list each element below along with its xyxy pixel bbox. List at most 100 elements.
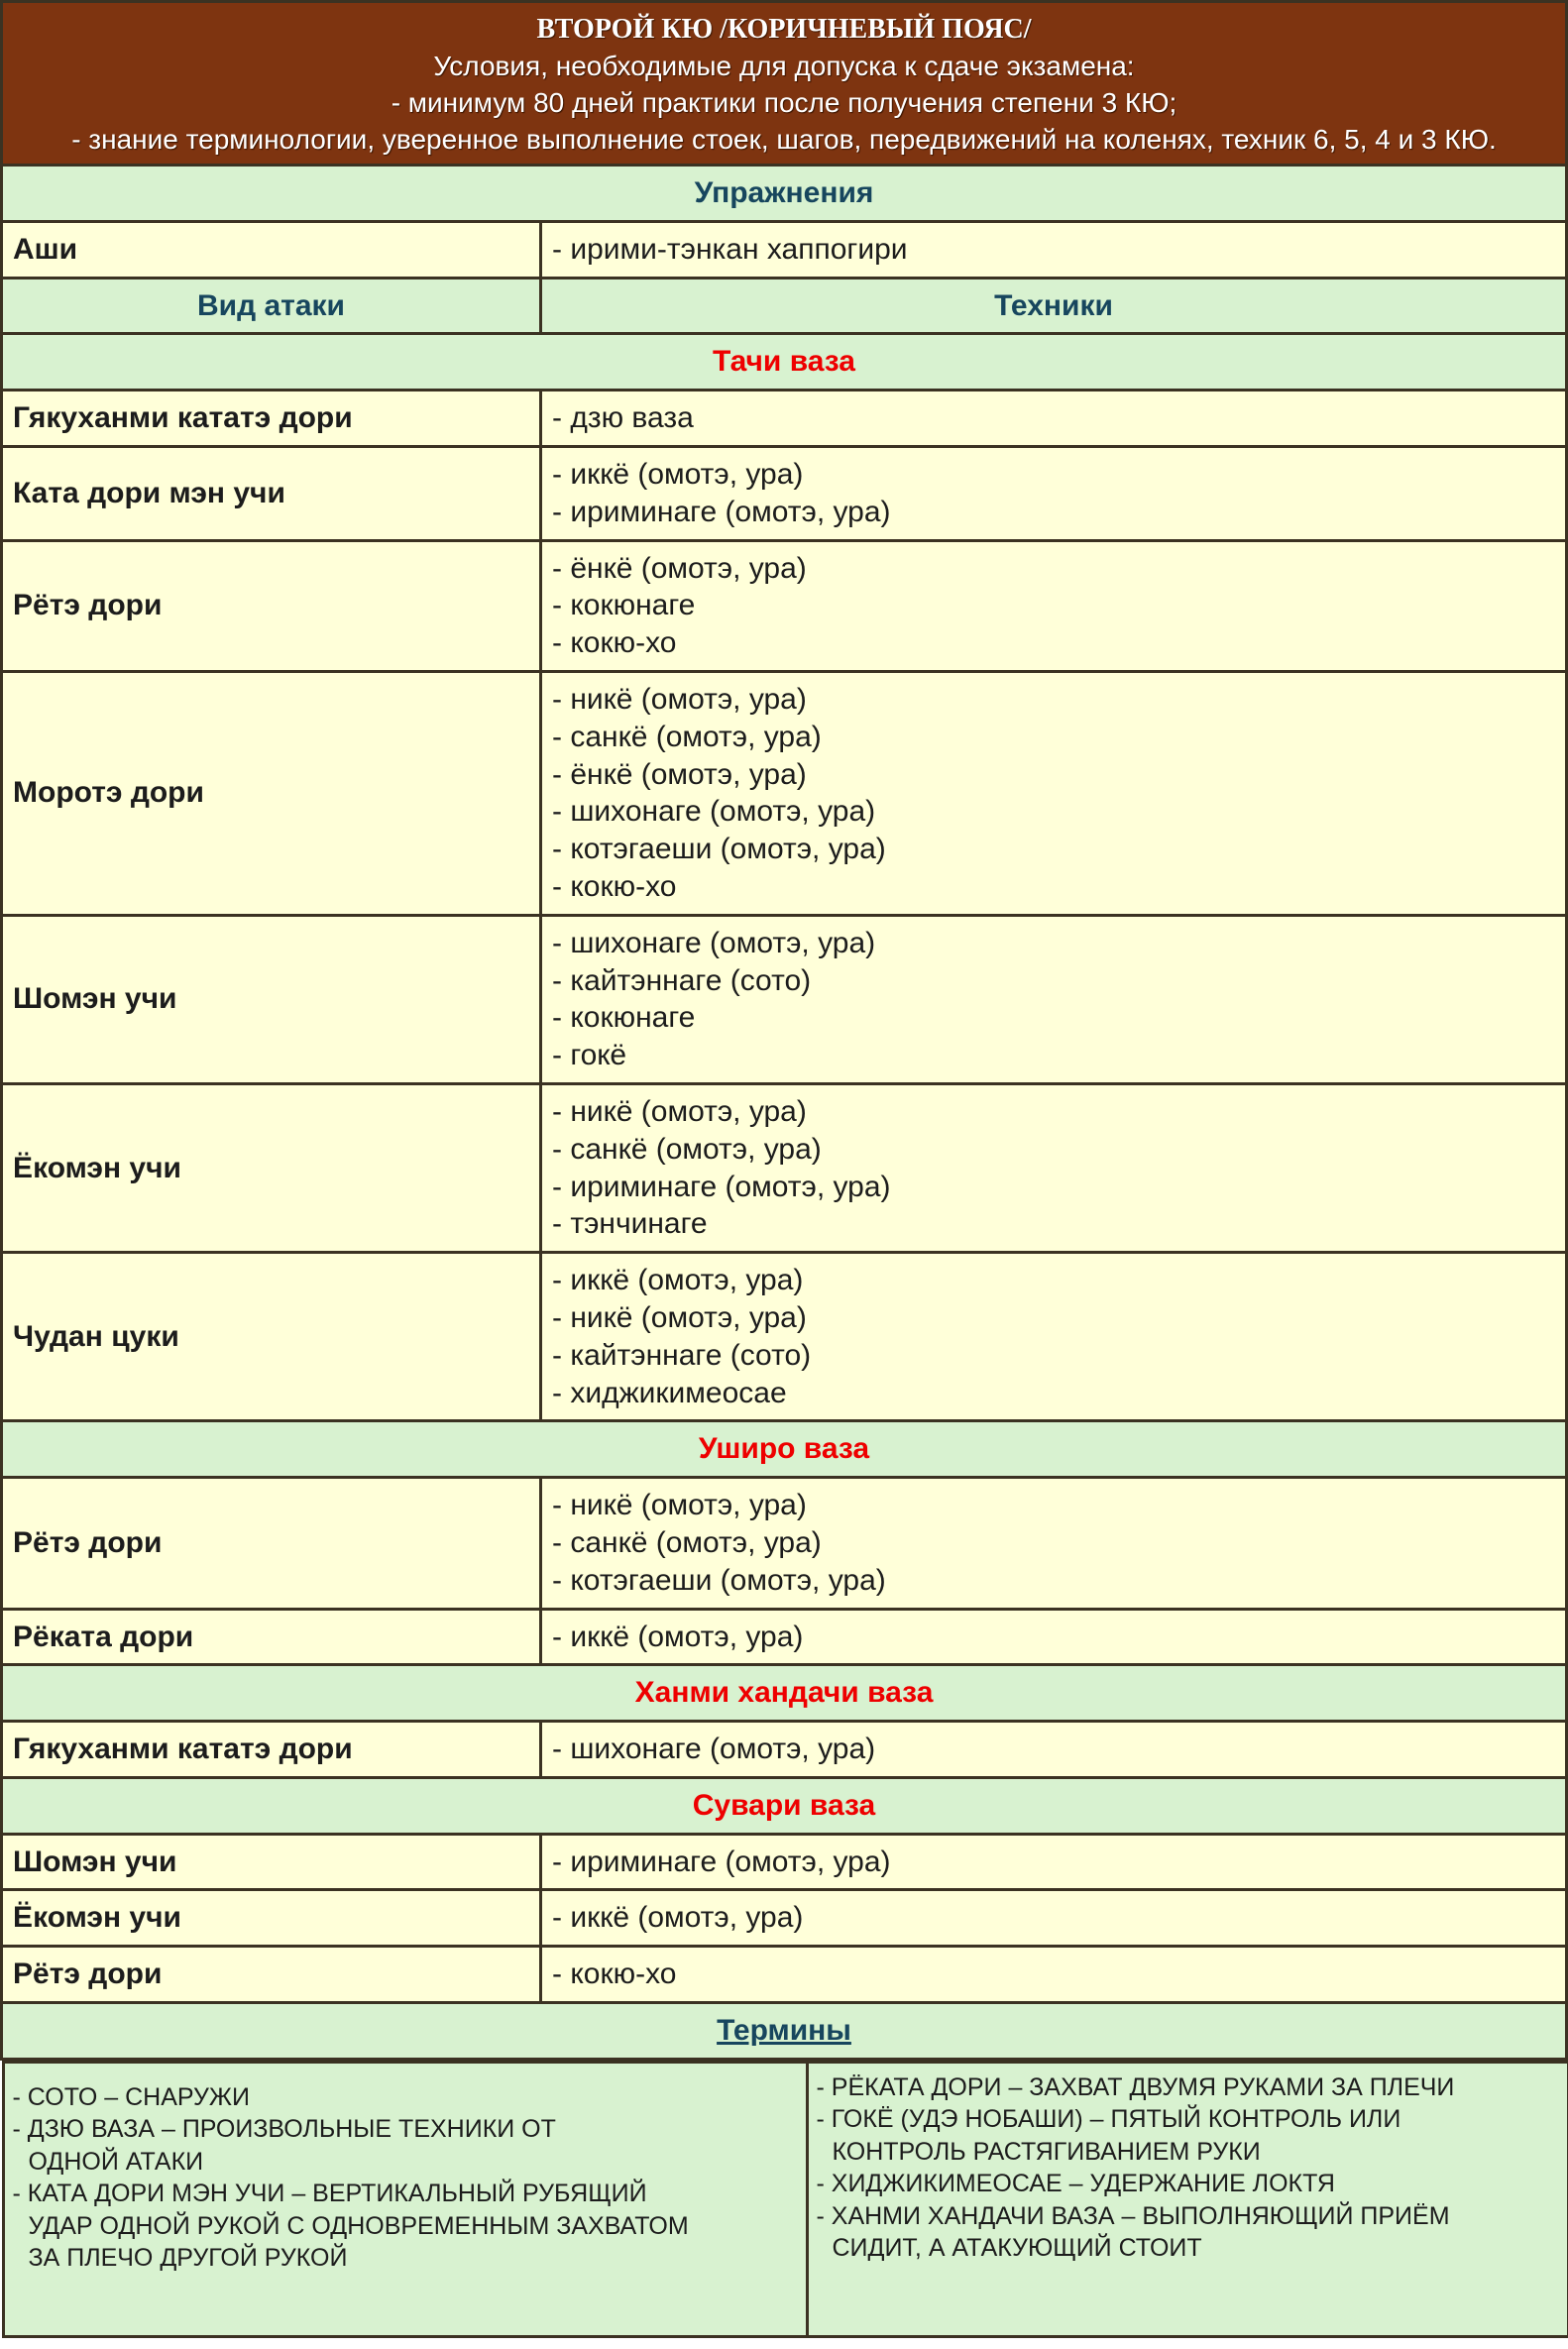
technique-list: - ириминаге (омотэ, ура) (539, 1832, 1568, 1892)
technique-list: - никё (омотэ, ура) - санкё (омотэ, ура) -… (539, 1476, 1568, 1611)
technique-item: - кокю-хо (552, 869, 677, 903)
technique-item: - ириминаге (омотэ, ура) (552, 495, 891, 528)
terms-left-column: - СОТО – СНАРУЖИ - ДЗЮ ВАЗА – ПРОИЗВОЛЬНЫ… (1, 2060, 809, 2338)
term-entry-continuation: СИДИТ, А АТАКУЮЩИЙ СТОИТ (832, 2234, 1202, 2263)
technique-item: - котэгаеши (омотэ, ура) (552, 1563, 886, 1597)
term-entry-continuation: УДАР ОДНОЙ РУКОЙ С ОДНОВРЕМЕННЫМ ЗАХВАТО… (28, 2211, 689, 2240)
terms-right-column: - РЁКАТА ДОРИ – ЗАХВАТ ДВУМЯ РУКАМИ ЗА П… (805, 2060, 1568, 2338)
section-heading-row: Уширо ваза (0, 1419, 1568, 1480)
exercise-value: - ирими-тэнкан хаппогири (539, 219, 1568, 280)
exercise-row: Аши - ирими-тэнкан хаппогири (0, 219, 1568, 280)
technique-row: Шомэн учи - ириминаге (омотэ, ура) (0, 1832, 1568, 1892)
attack-label: Шомэн учи (0, 913, 542, 1085)
attack-label: Чудан цуки (0, 1251, 542, 1423)
technique-list: - шихонаге (омотэ, ура) - кайтэннаге (сот… (539, 913, 1568, 1085)
attack-label: Шомэн учи (0, 1832, 542, 1892)
technique-item: - иккё (омотэ, ура) (552, 1264, 804, 1297)
technique-item: - иккё (омотэ, ура) (552, 1901, 804, 1935)
term-entry: - ГОКЁ (УДЭ НОБАШИ) – ПЯТЫЙ КОНТРОЛЬ ИЛИ (816, 2105, 1401, 2134)
attack-label: Рётэ дори (0, 1945, 542, 2005)
terms-columns: - СОТО – СНАРУЖИ - ДЗЮ ВАЗА – ПРОИЗВОЛЬНЫ… (1, 2060, 1568, 2338)
terms-row: - СОТО – СНАРУЖИ - ДЗЮ ВАЗА – ПРОИЗВОЛЬНЫ… (1, 2059, 1568, 2338)
technique-row: Шомэн учи - шихонаге (омотэ, ура) - кайтэн… (0, 913, 1568, 1085)
technique-item: - шихонаге (омотэ, ура) (552, 926, 876, 959)
column-header-techniques: Техники (539, 276, 1568, 336)
technique-item: - никё (омотэ, ура) (552, 1489, 807, 1522)
technique-list: - ёнкё (омотэ, ура) - кокюнаге - кокю-хо (539, 538, 1568, 673)
technique-item: - кокюнаге (552, 1001, 696, 1035)
header-row: ВТОРОЙ КЮ /КОРИЧНЕВЫЙ ПОЯС/ Условия, нео… (0, 0, 1568, 167)
technique-item: - кайтэннаге (сото) (552, 963, 812, 997)
header-cell: ВТОРОЙ КЮ /КОРИЧНЕВЫЙ ПОЯС/ Условия, нео… (0, 0, 1568, 167)
attack-label: Гякуханми кататэ дори (0, 1720, 542, 1779)
section-heading-row: Тачи ваза (0, 332, 1568, 392)
section-heading: Уширо ваза (0, 1419, 1568, 1480)
attack-label: Моротэ дори (0, 669, 542, 917)
technique-item: - ириминаге (омотэ, ура) (552, 1845, 891, 1878)
technique-item: - никё (омотэ, ура) (552, 1300, 807, 1334)
attack-label: Ёкомэн учи (0, 1888, 542, 1949)
technique-list: - никё (омотэ, ура) - санкё (омотэ, ура) -… (539, 669, 1568, 917)
technique-row: Гякуханми кататэ дори - дзю ваза (0, 389, 1568, 448)
terms-table: - СОТО – СНАРУЖИ - ДЗЮ ВАЗА – ПРОИЗВОЛЬНЫ… (1, 2060, 1568, 2338)
term-entry: - ХАНМИ ХАНДАЧИ ВАЗА – ВЫПОЛНЯЮЩИЙ ПРИЁМ (816, 2201, 1450, 2230)
attack-label: Гякуханми кататэ дори (0, 389, 542, 448)
technique-item: - котэгаеши (омотэ, ура) (552, 833, 886, 866)
technique-item: - ириминаге (омотэ, ура) (552, 1170, 891, 1203)
technique-row: Рётэ дори - кокю-хо (0, 1945, 1568, 2005)
technique-list: - иккё (омотэ, ура) - ириминаге (омотэ, у… (539, 444, 1568, 542)
term-entry-continuation: ЗА ПЛЕЧО ДРУГОЙ РУКОЙ (28, 2244, 348, 2273)
section-heading: Ханми хандачи ваза (0, 1663, 1568, 1724)
term-entry: - ДЗЮ ВАЗА – ПРОИЗВОЛЬНЫЕ ТЕХНИКИ ОТ (12, 2115, 556, 2144)
section-heading: Тачи ваза (0, 332, 1568, 392)
attack-label: Рётэ дори (0, 538, 542, 673)
technique-item: - кокю-хо (552, 1958, 677, 1991)
technique-item: - кокюнаге (552, 589, 696, 622)
technique-item: - ёнкё (омотэ, ура) (552, 551, 807, 585)
technique-list: - никё (омотэ, ура) - санкё (омотэ, ура) -… (539, 1081, 1568, 1255)
section-heading-row: Ханми хандачи ваза (0, 1663, 1568, 1724)
technique-row: Моротэ дори - никё (омотэ, ура) - санкё (о… (0, 669, 1568, 917)
technique-row: Рётэ дори - никё (омотэ, ура) - санкё (омо… (0, 1476, 1568, 1611)
technique-list: - иккё (омотэ, ура) - никё (омотэ, ура) - … (539, 1251, 1568, 1423)
technique-item: - санкё (омотэ, ура) (552, 1132, 822, 1166)
attack-label: Ёкомэн учи (0, 1081, 542, 1255)
terms-heading: Термины (0, 2001, 1568, 2061)
attack-label: Рёката дори (0, 1607, 542, 1667)
technique-item: - санкё (омотэ, ура) (552, 720, 822, 753)
terms-heading-row: Термины (0, 2001, 1568, 2061)
technique-row: Ката дори мэн учи - иккё (омотэ, ура) - ир… (0, 444, 1568, 542)
technique-list: - кокю-хо (539, 1945, 1568, 2005)
technique-row: Ёкомэн учи - иккё (омотэ, ура) (0, 1888, 1568, 1949)
page-title: ВТОРОЙ КЮ /КОРИЧНЕВЫЙ ПОЯС/ (536, 14, 1032, 45)
technique-row: Гякуханми кататэ дори - шихонаге (омотэ, … (0, 1720, 1568, 1779)
technique-row: Рётэ дори - ёнкё (омотэ, ура) - кокюнаге - … (0, 538, 1568, 673)
attack-label: Ката дори мэн учи (0, 444, 542, 542)
term-entry-continuation: ОДНОЙ АТАКИ (28, 2147, 204, 2176)
terms-container: - СОТО – СНАРУЖИ - ДЗЮ ВАЗА – ПРОИЗВОЛЬНЫ… (1, 2059, 1568, 2338)
technique-row: Чудан цуки - иккё (омотэ, ура) - никё (омо… (0, 1251, 1568, 1423)
section-heading: Сувари ваза (0, 1775, 1568, 1836)
technique-item: - никё (омотэ, ура) (552, 682, 807, 716)
technique-item: - шихонаге (омотэ, ура) (552, 1733, 876, 1766)
technique-item: - гокё (552, 1039, 627, 1072)
attack-label: Рётэ дори (0, 1476, 542, 1611)
section-heading-row: Сувари ваза (0, 1775, 1568, 1836)
column-header-attack: Вид атаки (0, 276, 542, 336)
technique-item: - кайтэннаге (сото) (552, 1338, 812, 1372)
exercises-heading-row: Упражнения (0, 164, 1568, 223)
technique-item: - хиджикимеосае (552, 1376, 787, 1409)
technique-list: - дзю ваза (539, 389, 1568, 448)
term-entry: - РЁКАТА ДОРИ – ЗАХВАТ ДВУМЯ РУКАМИ ЗА П… (816, 2072, 1455, 2101)
technique-item: - кокю-хо (552, 626, 677, 660)
technique-item: - иккё (омотэ, ура) (552, 1620, 804, 1653)
technique-item: - тэнчинаге (552, 1207, 708, 1241)
technique-list: - шихонаге (омотэ, ура) (539, 1720, 1568, 1779)
technique-item: - дзю ваза (552, 401, 694, 435)
technique-list: - иккё (омотэ, ура) (539, 1888, 1568, 1949)
technique-item: - иккё (омотэ, ура) (552, 457, 804, 491)
term-entry-continuation: КОНТРОЛЬ РАСТЯГИВАНИЕМ РУКИ (832, 2137, 1261, 2166)
technique-item: - санкё (омотэ, ура) (552, 1525, 822, 1559)
technique-item: - шихонаге (омотэ, ура) (552, 795, 876, 829)
